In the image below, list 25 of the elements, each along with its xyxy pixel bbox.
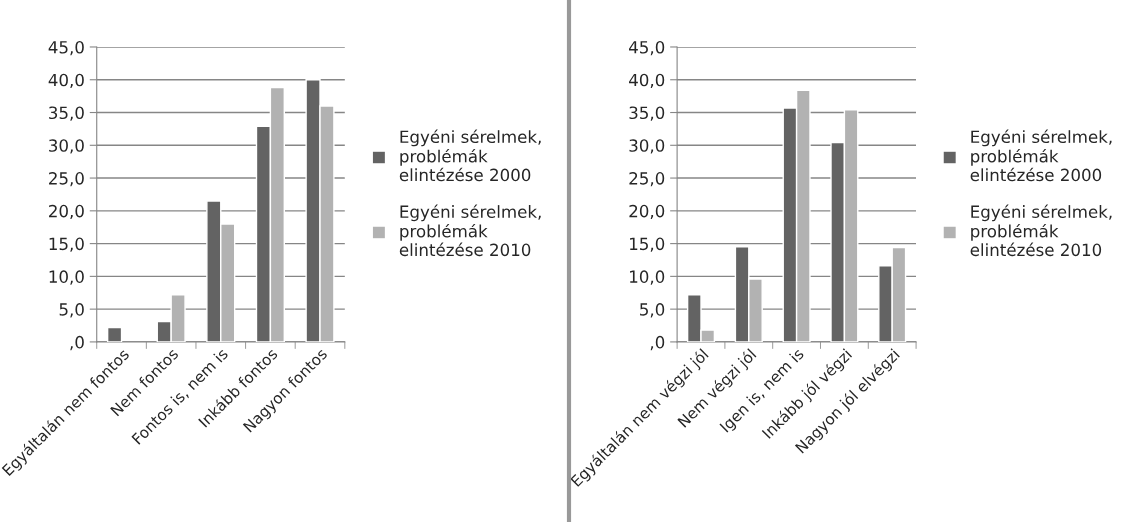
y-tick-label: 15,0	[630, 237, 665, 252]
legend-label: Egyéni sérelmek, problémák elintézése 2010	[399, 204, 541, 257]
y-tick-label: 25,0	[629, 172, 665, 187]
y-tick-label: 35,0	[49, 106, 84, 121]
y-tick-label: 40,0	[48, 73, 84, 89]
legend-label: Egyéni sérelmek, problémák elintézése 2000	[970, 129, 1112, 182]
y-tick-label: 35,0	[629, 106, 665, 121]
bar	[106, 326, 123, 342]
y-tick-label: 20,0	[629, 204, 665, 220]
y-tick-label: 10,0	[49, 270, 84, 285]
y-tick-label: ,0	[70, 335, 84, 351]
y-tick-label: 25,0	[49, 172, 84, 187]
y-tick-label: 30,0	[629, 139, 665, 154]
y-tick-label: 15,0	[49, 237, 84, 252]
y-tick-label: 10,0	[630, 270, 665, 285]
legend-label: Egyéni sérelmek, problémák elintézése 2010	[970, 204, 1112, 257]
y-tick-label: 20,0	[49, 204, 84, 220]
legend-label: Egyéni sérelmek, problémák elintézése 2000	[399, 129, 541, 182]
y-tick-label: 5,0	[640, 303, 665, 318]
y-tick-label: 45,0	[48, 40, 84, 56]
y-tick-label: 30,0	[49, 139, 84, 154]
y-tick-label: 40,0	[629, 73, 665, 89]
y-tick-label: 45,0	[629, 40, 665, 56]
y-tick-label: 5,0	[59, 303, 84, 318]
y-tick-label: ,0	[650, 335, 665, 351]
